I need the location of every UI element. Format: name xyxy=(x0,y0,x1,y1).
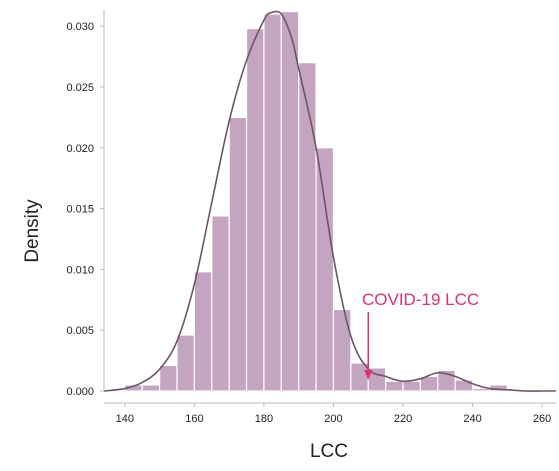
histogram-bar xyxy=(298,62,317,392)
histogram-bar xyxy=(454,379,474,392)
annotation-arrow-head xyxy=(364,370,373,380)
histogram-bar xyxy=(176,334,195,392)
histogram-bar xyxy=(402,380,421,392)
x-tick-label: 260 xyxy=(533,413,551,425)
y-axis-title: Density xyxy=(22,199,43,263)
x-axis-title: LCC xyxy=(310,441,348,462)
histogram-bar xyxy=(211,215,230,392)
covid-annotation: COVID-19 LCC xyxy=(362,290,479,380)
y-tick-label: 0.030 xyxy=(66,21,94,33)
histogram-bar xyxy=(385,380,404,392)
y-tick-label: 0.015 xyxy=(66,204,94,216)
histogram-bars xyxy=(124,10,508,392)
x-tick-label: 140 xyxy=(116,413,134,425)
x-tick-label: 160 xyxy=(185,413,203,425)
histogram-bar xyxy=(193,271,213,392)
y-tick-label: 0.020 xyxy=(66,143,94,155)
annotation-label: COVID-19 LCC xyxy=(362,290,479,309)
x-tick-label: 180 xyxy=(255,413,273,425)
histogram-bar xyxy=(280,10,300,392)
histogram-bar xyxy=(332,308,352,392)
histogram-bar xyxy=(159,364,178,392)
density-curve xyxy=(103,10,556,392)
x-tick-label: 200 xyxy=(324,413,342,425)
histogram-bar xyxy=(245,27,265,392)
x-tick-label: 240 xyxy=(463,413,481,425)
histogram-bar xyxy=(315,147,335,392)
y-tick-label: 0.025 xyxy=(66,82,94,94)
y-tick-label: 0.010 xyxy=(66,264,94,276)
y-tick-label: 0.005 xyxy=(66,325,94,337)
x-axis-ticks: 140 160 180 200 220 240 260 xyxy=(116,403,551,425)
histogram-bar xyxy=(141,384,161,392)
y-axis-ticks: 0.000 0.005 0.010 0.015 0.020 0.025 0.030 xyxy=(66,21,104,398)
histogram-bar xyxy=(228,116,248,392)
x-tick-label: 220 xyxy=(394,413,412,425)
histogram-bar xyxy=(471,387,491,392)
histogram-bar xyxy=(263,13,282,392)
y-tick-label: 0.000 xyxy=(66,386,94,398)
